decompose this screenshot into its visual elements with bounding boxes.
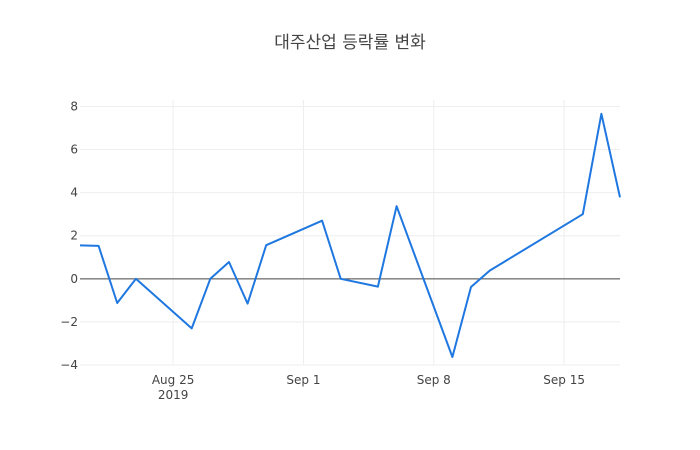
y-tick-label: 2 bbox=[70, 229, 78, 243]
x-tick-label: Sep 15 bbox=[543, 373, 585, 387]
y-tick-label: −4 bbox=[60, 358, 78, 372]
series-line bbox=[79, 112, 621, 358]
x-tick-label: Sep 8 bbox=[417, 373, 451, 387]
y-tick-label: 0 bbox=[70, 272, 78, 286]
y-tick-label: 8 bbox=[70, 99, 78, 113]
y-tick-label: −2 bbox=[60, 315, 78, 329]
y-tick-label: 6 bbox=[70, 143, 78, 157]
series-layer bbox=[79, 112, 621, 358]
x-tick-sublabel: 2019 bbox=[158, 388, 189, 402]
grid-layer bbox=[80, 100, 620, 366]
y-tick-label: 4 bbox=[70, 186, 78, 200]
x-tick-label: Sep 1 bbox=[286, 373, 320, 387]
chart-title: 대주산업 등락률 변화 bbox=[274, 33, 426, 53]
x-tick-label: Aug 25 bbox=[152, 373, 195, 387]
